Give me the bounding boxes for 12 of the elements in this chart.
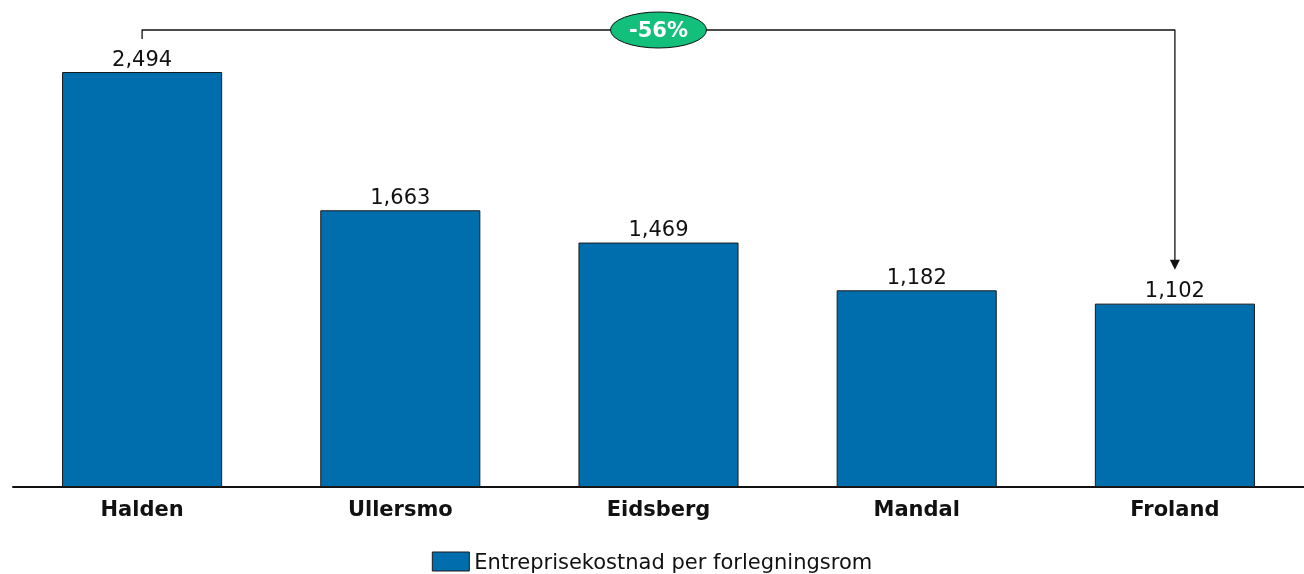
data-label: 1,663 (370, 184, 431, 209)
x-tick-label: Halden (100, 496, 184, 521)
x-tick-label: Eidsberg (606, 496, 711, 521)
legend-label: Entreprisekostnad per forlegningsrom (474, 549, 873, 574)
text: -56% (629, 18, 688, 42)
data-label: 1,469 (628, 217, 689, 242)
x-tick-label: Ullersmo (347, 496, 453, 521)
x-tick-label: Froland (1130, 496, 1220, 521)
x-tick-label: Mandal (873, 496, 960, 521)
data-label: 2,494 (112, 46, 173, 71)
data-label: 1,182 (886, 264, 947, 289)
data-label: 1,102 (1144, 278, 1205, 303)
